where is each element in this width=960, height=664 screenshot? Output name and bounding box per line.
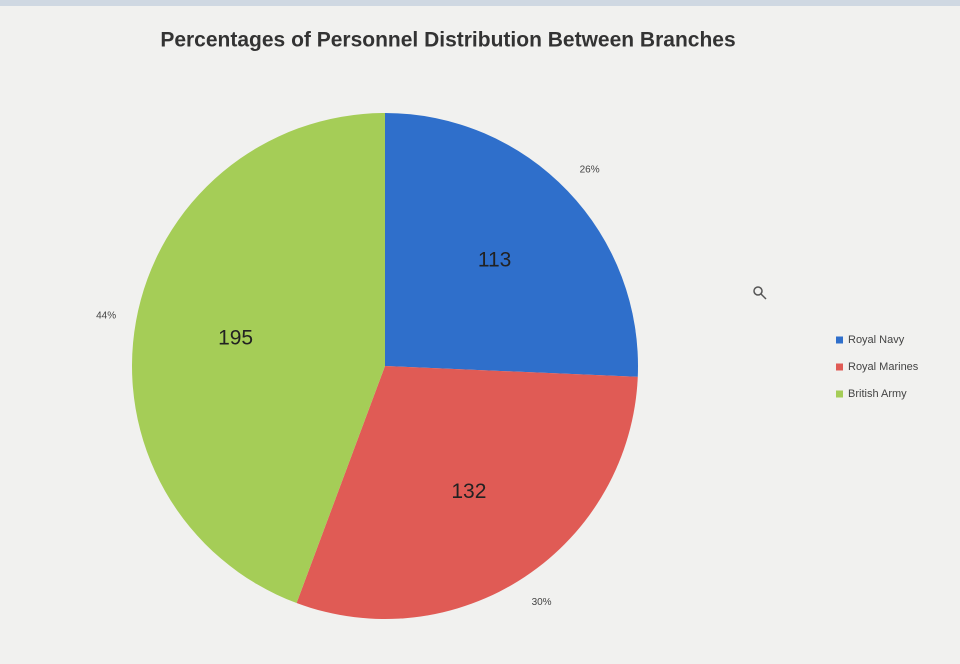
data-label: 195: [218, 327, 253, 350]
legend-label: Royal Marines: [848, 361, 919, 373]
pie-slice: [296, 366, 638, 619]
data-label: 113: [478, 249, 511, 272]
legend-swatch: [836, 336, 843, 344]
screen-edge: [0, 0, 960, 6]
data-label: 132: [451, 480, 486, 503]
legend-label: British Army: [848, 388, 907, 400]
percent-label: 44%: [96, 310, 116, 321]
chart-title: Percentages of Personnel Distribution Be…: [160, 29, 735, 52]
percent-label: 30%: [532, 597, 552, 608]
legend-label: Royal Navy: [848, 334, 905, 346]
legend-swatch: [836, 363, 843, 371]
pie-slice: [385, 113, 638, 377]
legend-swatch: [836, 390, 843, 398]
percent-label: 26%: [580, 165, 600, 176]
zoom-icon: [753, 286, 767, 300]
pie-slice: [131, 113, 385, 604]
